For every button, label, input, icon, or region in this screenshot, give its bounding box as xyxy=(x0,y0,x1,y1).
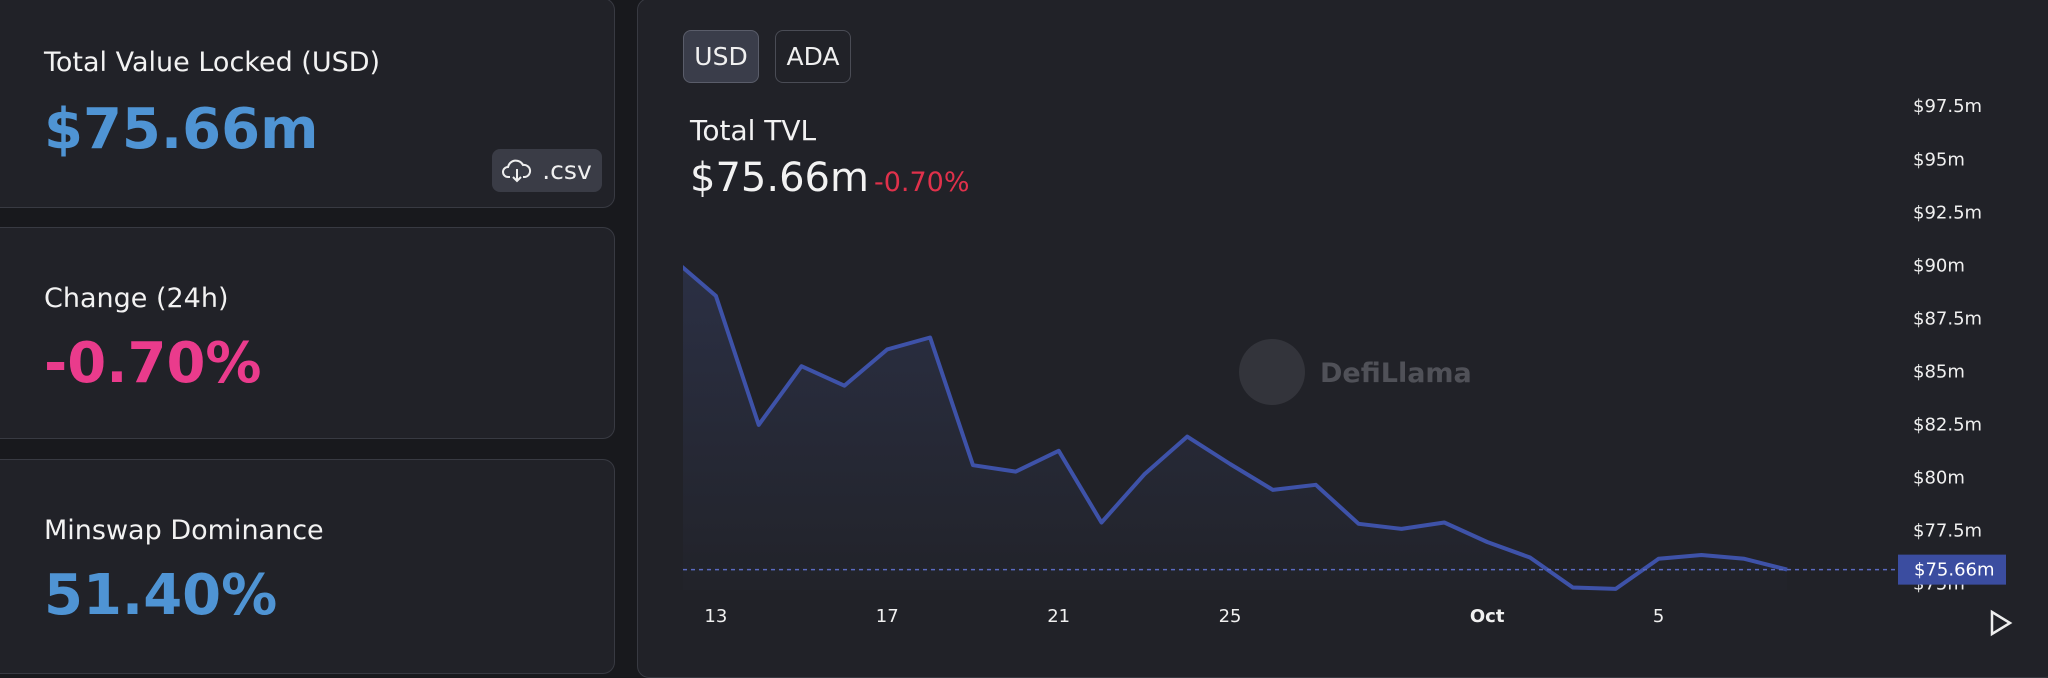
tvl-card: Total Value Locked (USD) $75.66m .csv xyxy=(0,0,615,208)
card-label: Minswap Dominance xyxy=(44,515,324,546)
card-label: Change (24h) xyxy=(44,283,229,314)
card-value: -0.70% xyxy=(44,331,262,396)
currency-button[interactable]: USD xyxy=(683,30,759,83)
change-card: Change (24h) -0.70% xyxy=(0,227,615,439)
csv-button[interactable]: .csv xyxy=(492,149,602,192)
card-value: $75.66m xyxy=(44,97,319,162)
dominance-card: Minswap Dominance 51.40% xyxy=(0,459,615,674)
chart-panel xyxy=(637,0,2048,678)
download-icon xyxy=(502,159,532,182)
card-label: Total Value Locked (USD) xyxy=(44,47,381,78)
card-value: 51.40% xyxy=(44,563,278,628)
currency-button[interactable]: ADA xyxy=(775,30,851,83)
csv-label: .csv xyxy=(542,156,592,185)
